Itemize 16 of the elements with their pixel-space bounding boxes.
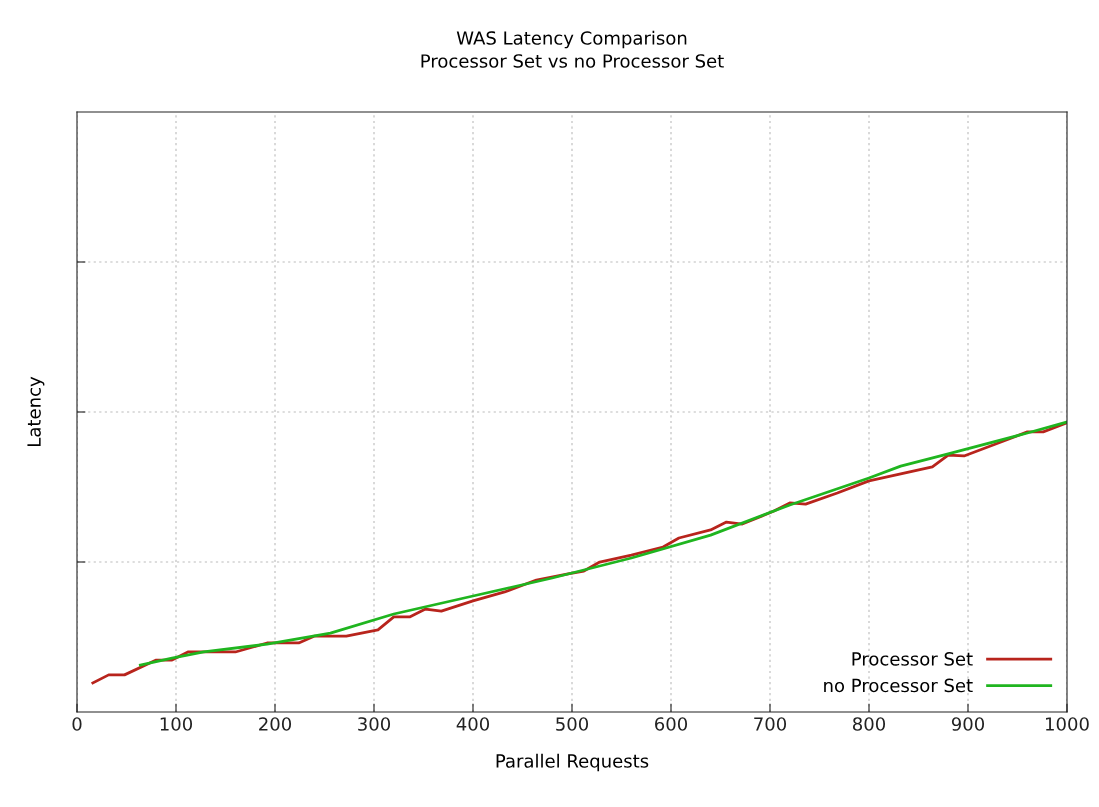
x-tick-label: 800 bbox=[852, 717, 886, 731]
x-tick-label: 0 bbox=[72, 717, 82, 731]
legend-label: Processor Set bbox=[852, 652, 973, 666]
x-tick-label: 900 bbox=[951, 717, 985, 731]
chart-title: WAS Latency Comparison Processor Set vs no Processor Set bbox=[421, 30, 724, 68]
legend-label: no Processor Set bbox=[824, 678, 973, 693]
x-tick-label: 100 bbox=[160, 717, 193, 731]
x-tick-label: 600 bbox=[655, 717, 688, 731]
x-tick-label: 700 bbox=[754, 717, 787, 731]
x-tick-label: 1000 bbox=[1046, 717, 1089, 731]
y-axis-title: Latency bbox=[27, 376, 45, 446]
x-tick-label: 500 bbox=[556, 717, 589, 731]
x-axis-title: Parallel Requests bbox=[496, 753, 649, 772]
x-tick-label: 200 bbox=[259, 717, 292, 731]
x-tick-label: 400 bbox=[456, 717, 490, 731]
x-tick-label: 300 bbox=[358, 717, 391, 731]
